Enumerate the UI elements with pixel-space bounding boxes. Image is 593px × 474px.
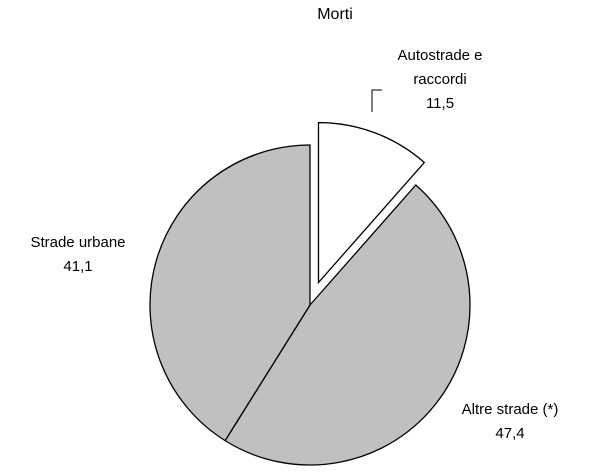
- leader-line: [371, 89, 382, 112]
- category-label: Strade urbane: [30, 234, 126, 251]
- pie-slice: [224, 184, 471, 466]
- value-label: 47,4: [495, 425, 525, 442]
- category-label: Autostrade e raccordi: [397, 47, 483, 88]
- value-label: 11,5: [425, 95, 455, 112]
- slice-label: Altre strade (*) 47,4: [440, 398, 580, 446]
- chart-title: Morti: [317, 6, 353, 23]
- value-label: 41,1: [63, 258, 93, 275]
- category-label: Altre strade (*): [461, 401, 559, 418]
- slice-label: Strade urbane 41,1: [8, 231, 148, 279]
- pie-slice: [317, 121, 426, 285]
- slice-label: Autostrade e raccordi 11,5: [385, 44, 495, 116]
- pie-slice: [149, 144, 311, 442]
